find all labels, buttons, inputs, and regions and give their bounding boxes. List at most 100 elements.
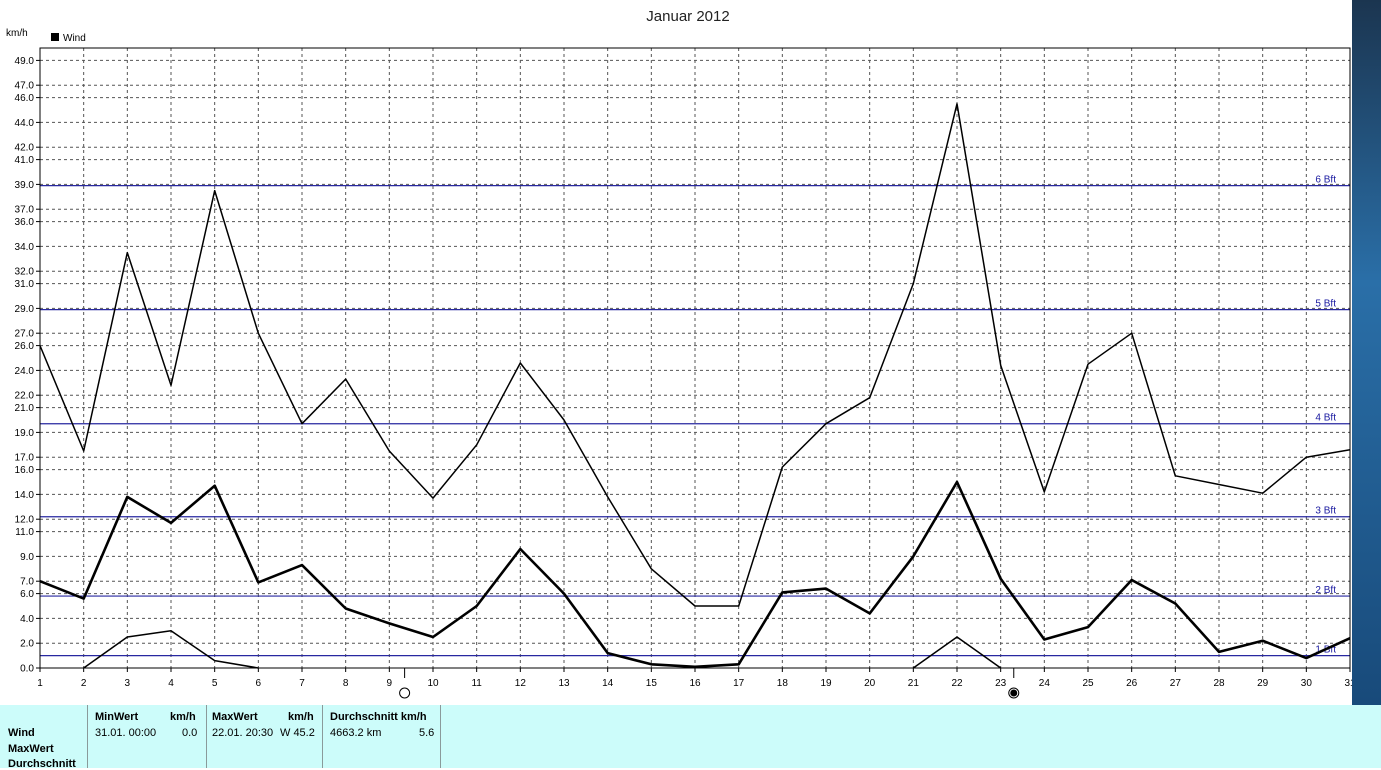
y-axis-unit: km/h bbox=[6, 28, 28, 39]
y-tick-label: 12.0 bbox=[15, 515, 35, 526]
min-header: MinWert bbox=[95, 711, 139, 723]
min-column: MinWert km/h 31.01. 00:00 0.0 bbox=[87, 705, 207, 768]
x-tick-label: 27 bbox=[1170, 678, 1182, 689]
x-tick-label: 18 bbox=[777, 678, 789, 689]
max-header: MaxWert bbox=[212, 711, 258, 723]
x-tick-label: 19 bbox=[820, 678, 832, 689]
new-moon-fill bbox=[1010, 689, 1018, 697]
series-line-0 bbox=[39, 103, 1351, 607]
x-tick-label: 7 bbox=[299, 678, 305, 689]
y-tick-label: 36.0 bbox=[15, 217, 35, 228]
x-tick-label: 31 bbox=[1344, 678, 1356, 689]
min-value: 0.0 bbox=[182, 727, 198, 739]
x-tick-label: 20 bbox=[864, 678, 876, 689]
x-tick-label: 21 bbox=[908, 678, 920, 689]
y-tick-label: 24.0 bbox=[15, 366, 35, 377]
y-tick-label: 7.0 bbox=[20, 577, 34, 588]
series-line-1 bbox=[39, 480, 1351, 669]
x-tick-label: 28 bbox=[1213, 678, 1225, 689]
x-tick-label: 10 bbox=[427, 678, 439, 689]
x-tick-label: 3 bbox=[125, 678, 131, 689]
x-tick-label: 30 bbox=[1301, 678, 1313, 689]
y-tick-label: 0.0 bbox=[20, 664, 34, 675]
x-tick-label: 5 bbox=[212, 678, 218, 689]
grid-lines bbox=[40, 48, 1350, 668]
y-tick-label: 41.0 bbox=[15, 155, 35, 166]
x-tick-label: 9 bbox=[387, 678, 393, 689]
x-tick-label: 14 bbox=[602, 678, 614, 689]
y-tick-label: 26.0 bbox=[15, 341, 35, 352]
row-label-maxwert: MaxWert bbox=[8, 743, 54, 755]
y-tick-label: 47.0 bbox=[15, 81, 35, 92]
y-tick-label: 9.0 bbox=[20, 552, 34, 563]
stats-panel: Wind MaxWert Durchschnitt MinWert km/h 3… bbox=[0, 705, 1381, 770]
max-unit: km/h bbox=[288, 711, 314, 723]
moon-markers bbox=[399, 668, 1020, 699]
y-tick-label: 39.0 bbox=[15, 180, 35, 191]
x-tick-label: 16 bbox=[689, 678, 701, 689]
y-tick-label: 46.0 bbox=[15, 93, 35, 104]
beaufort-label: 2 Bft bbox=[1315, 585, 1336, 596]
row-label-durchschnitt: Durchschnitt bbox=[8, 758, 76, 770]
x-tick-label: 15 bbox=[646, 678, 658, 689]
x-tick-label: 11 bbox=[471, 678, 482, 689]
y-tick-label: 16.0 bbox=[15, 465, 35, 476]
row-label-wind: Wind bbox=[8, 727, 35, 739]
x-tick-label: 6 bbox=[256, 678, 262, 689]
avg-column: Durchschnitt km/h 4663.2 km 5.6 bbox=[323, 705, 441, 768]
y-tick-label: 37.0 bbox=[15, 205, 35, 216]
data-series bbox=[39, 103, 1351, 669]
beaufort-label: 3 Bft bbox=[1315, 506, 1336, 517]
chart-title: Januar 2012 bbox=[646, 8, 729, 25]
max-date: 22.01. 20:30 bbox=[212, 727, 274, 739]
legend-swatch bbox=[51, 33, 59, 41]
beaufort-label: 6 Bft bbox=[1315, 175, 1336, 186]
y-tick-label: 19.0 bbox=[15, 428, 35, 439]
x-tick-label: 22 bbox=[951, 678, 963, 689]
min-date: 31.01. 00:00 bbox=[95, 727, 157, 739]
x-tick-label: 13 bbox=[558, 678, 570, 689]
x-tick-label: 8 bbox=[343, 678, 349, 689]
x-tick-label: 23 bbox=[995, 678, 1007, 689]
x-tick-label: 12 bbox=[515, 678, 527, 689]
y-axis-ticks: 0.0 2.0 4.0 6.07.0 9.0 11.012.0 14.0 16.017.0 19… bbox=[15, 56, 40, 675]
y-tick-label: 2.0 bbox=[20, 639, 34, 650]
x-tick-label: 4 bbox=[168, 678, 174, 689]
y-tick-label: 44.0 bbox=[15, 118, 35, 129]
beaufort-label: 4 Bft bbox=[1315, 413, 1336, 424]
legend-label: Wind bbox=[63, 33, 86, 44]
series-line-2 bbox=[83, 630, 259, 669]
y-tick-label: 27.0 bbox=[15, 329, 35, 340]
avg-distance: 4663.2 km bbox=[330, 727, 382, 739]
x-tick-label: 2 bbox=[81, 678, 87, 689]
x-axis-ticks: 1 2 3 4 5 6 7 8 9 10 11 12 13 14 15 16 17 18 19 20 21 22 23 24 2… bbox=[37, 668, 1356, 689]
max-value: W 45.2 bbox=[280, 727, 315, 739]
avg-header: Durchschnitt km/h bbox=[330, 711, 427, 723]
y-tick-label: 14.0 bbox=[15, 490, 35, 501]
y-tick-label: 31.0 bbox=[15, 279, 35, 290]
y-tick-label: 17.0 bbox=[15, 453, 35, 464]
full-moon-icon bbox=[399, 687, 411, 699]
y-tick-label: 22.0 bbox=[15, 391, 35, 402]
y-tick-label: 6.0 bbox=[20, 589, 34, 600]
min-unit: km/h bbox=[170, 711, 196, 723]
beaufort-label: 5 Bft bbox=[1315, 299, 1336, 310]
y-tick-label: 29.0 bbox=[15, 304, 35, 315]
y-tick-label: 49.0 bbox=[15, 56, 35, 67]
x-tick-label: 1 bbox=[37, 678, 43, 689]
desktop-edge bbox=[1352, 0, 1381, 705]
y-tick-label: 4.0 bbox=[20, 614, 34, 625]
y-tick-label: 34.0 bbox=[15, 242, 35, 253]
series-line-2 bbox=[912, 636, 1002, 669]
x-tick-label: 17 bbox=[733, 678, 745, 689]
x-tick-label: 24 bbox=[1039, 678, 1051, 689]
y-tick-label: 42.0 bbox=[15, 143, 35, 154]
avg-value: 5.6 bbox=[419, 727, 435, 739]
y-tick-label: 11.0 bbox=[15, 527, 34, 538]
x-tick-label: 26 bbox=[1126, 678, 1138, 689]
x-tick-label: 25 bbox=[1082, 678, 1094, 689]
x-tick-label: 29 bbox=[1257, 678, 1269, 689]
plot-frame bbox=[39, 47, 1351, 669]
